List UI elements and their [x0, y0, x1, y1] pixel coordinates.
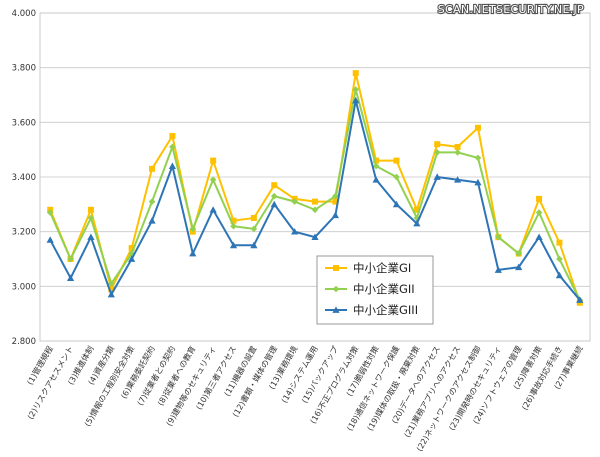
- data-point: [576, 296, 584, 303]
- data-point: [270, 200, 278, 208]
- data-point: [454, 149, 461, 156]
- data-point: [556, 239, 563, 246]
- data-point: [210, 157, 217, 164]
- data-point: [67, 255, 74, 263]
- y-tick-label: 3.200: [12, 228, 36, 238]
- data-point: [250, 215, 257, 221]
- data-point: [535, 233, 543, 241]
- data-point: [168, 162, 177, 169]
- data-point: [453, 176, 462, 183]
- y-tick-label: 3.800: [12, 64, 36, 74]
- data-point: [87, 214, 95, 222]
- data-point: [209, 206, 217, 213]
- data-point: [536, 195, 543, 202]
- data-point: [555, 271, 564, 279]
- legend-label: 中小企業GII: [353, 282, 415, 296]
- data-point: [291, 198, 298, 205]
- data-point: [454, 143, 461, 150]
- data-point: [291, 228, 299, 235]
- data-point: [352, 96, 360, 104]
- data-point: [229, 241, 238, 249]
- data-point: [169, 143, 176, 151]
- data-point: [250, 241, 258, 249]
- data-point: [311, 206, 319, 214]
- data-point: [107, 280, 115, 287]
- data-point: [209, 176, 217, 184]
- y-tick-label: 3.600: [12, 118, 36, 128]
- data-point: [433, 149, 441, 156]
- data-point: [393, 157, 400, 164]
- data-point: [66, 274, 75, 282]
- y-tick-label: 3.000: [12, 282, 36, 292]
- legend-marker: [332, 306, 340, 313]
- data-point: [312, 198, 318, 205]
- data-point: [107, 290, 115, 298]
- data-point: [189, 225, 197, 233]
- data-point: [474, 154, 482, 162]
- data-point: [515, 250, 523, 257]
- data-point: [372, 176, 380, 183]
- legend-marker: [333, 265, 339, 271]
- data-point: [413, 214, 421, 222]
- data-point: [332, 192, 339, 200]
- data-point: [474, 178, 482, 186]
- y-tick-label: 2.800: [12, 337, 36, 347]
- data-point: [149, 165, 156, 172]
- legend-label: 中小企業GI: [353, 261, 411, 275]
- data-point: [392, 200, 401, 208]
- data-point: [250, 225, 258, 233]
- data-point: [556, 255, 563, 263]
- data-point: [87, 233, 95, 241]
- data-point: [433, 173, 441, 180]
- data-point: [413, 219, 421, 227]
- data-point: [331, 211, 339, 219]
- data-point: [474, 124, 481, 131]
- data-point: [230, 222, 237, 230]
- data-point: [271, 182, 278, 189]
- y-tick-label: 4.000: [12, 9, 36, 19]
- data-point: [128, 255, 136, 262]
- data-point: [46, 209, 54, 216]
- data-point: [413, 206, 420, 213]
- data-point: [372, 162, 380, 170]
- watermark: SCAN.NETSECURITY.NE.JP: [438, 3, 584, 16]
- data-point: [87, 206, 94, 213]
- legend: 中小企業GI 中小企業GII 中小企業GIII: [316, 255, 434, 325]
- data-point: [393, 173, 400, 181]
- data-point: [148, 198, 156, 205]
- legend-label: 中小企業GIII: [353, 303, 418, 317]
- data-point: [169, 133, 176, 139]
- data-point: [148, 217, 156, 224]
- data-point: [332, 198, 339, 205]
- data-point: [230, 217, 237, 224]
- data-point: [494, 266, 502, 273]
- legend-marker: [332, 285, 340, 293]
- data-point: [352, 70, 359, 77]
- data-point: [270, 192, 278, 200]
- data-point: [515, 263, 523, 271]
- data-point: [108, 286, 115, 293]
- data-point: [189, 249, 197, 257]
- data-point: [46, 236, 54, 243]
- series-2: [46, 86, 584, 304]
- data-point: [535, 209, 543, 216]
- data-point: [128, 245, 135, 252]
- series-3: [46, 96, 584, 303]
- data-point: [311, 233, 319, 241]
- data-point: [128, 250, 135, 257]
- data-point: [352, 86, 360, 93]
- y-tick-label: 3.400: [12, 173, 36, 183]
- data-point: [434, 141, 441, 148]
- data-point: [495, 233, 502, 241]
- data-point: [373, 157, 380, 164]
